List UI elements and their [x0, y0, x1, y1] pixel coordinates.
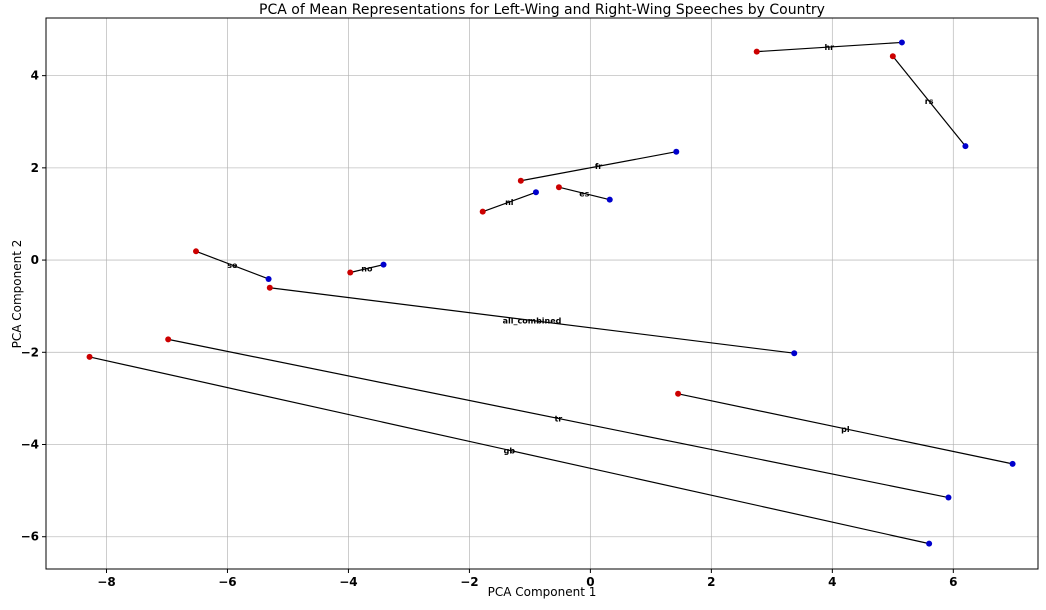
left-wing-point-rs — [889, 53, 896, 60]
y-tick-label: −2 — [21, 345, 39, 359]
ticks-layer: −8 −6 −4 −2 0 2 4 6 −6 −4 −2 0 2 4 — [21, 69, 958, 589]
y-axis-label: PCA Component 2 — [10, 240, 24, 349]
y-tick-label: −4 — [21, 438, 39, 452]
pair-label-no: no — [361, 265, 373, 274]
right-wing-point-fr — [673, 148, 680, 155]
plot-frame — [45, 17, 1039, 570]
right-wing-point-hr — [898, 39, 905, 46]
left-wing-point-se — [193, 248, 200, 255]
left-wing-point-tr — [165, 336, 172, 343]
pair-label-fr: fr — [595, 162, 602, 171]
right-wing-point-rs — [962, 143, 969, 150]
pair-label-se: se — [227, 261, 238, 270]
pair-label-rs: rs — [925, 97, 934, 106]
right-wing-point-nl — [532, 189, 539, 196]
right-wing-point-tr — [945, 494, 952, 501]
right-wing-point-es — [606, 196, 613, 203]
y-tick-label: 4 — [31, 69, 39, 83]
pair-line-fr — [520, 151, 677, 182]
grid-layer — [46, 18, 1038, 569]
left-wing-point-nl — [479, 208, 486, 215]
pair-line-rs — [892, 55, 966, 147]
x-tick-label: 2 — [707, 575, 715, 589]
x-tick-label: 6 — [949, 575, 957, 589]
left-wing-point-all_combined — [266, 284, 273, 291]
left-wing-point-gb — [86, 353, 93, 360]
pair-line-es — [558, 186, 610, 201]
pair-line-nl — [482, 191, 537, 213]
pair-label-hr: hr — [824, 43, 834, 52]
pair-label-nl: nl — [505, 198, 514, 207]
right-wing-point-no — [380, 261, 387, 268]
pair-label-tr: tr — [554, 414, 562, 423]
chart-title: PCA of Mean Representations for Left-Win… — [259, 2, 825, 18]
x-tick-label: −4 — [339, 575, 357, 589]
right-wing-point-all_combined — [791, 350, 798, 357]
pair-line-pl — [677, 393, 1013, 465]
points-layer — [86, 39, 1016, 547]
right-wing-point-se — [265, 275, 272, 282]
pair-line-tr — [168, 338, 949, 499]
y-tick-label: 2 — [31, 161, 39, 175]
x-tick-label: −6 — [218, 575, 236, 589]
pair-line-no — [350, 264, 384, 274]
pair-line-all_combined — [269, 287, 795, 354]
left-wing-point-es — [555, 184, 562, 191]
pair-label-es: es — [579, 189, 589, 198]
y-tick-label: 0 — [31, 253, 39, 267]
left-wing-point-no — [347, 269, 354, 276]
x-tick-label: −2 — [460, 575, 478, 589]
x-tick-label: 0 — [586, 575, 594, 589]
pair-label-pl: pl — [841, 425, 850, 434]
x-tick-label: 4 — [828, 575, 836, 589]
pair-lines-layer — [89, 41, 1013, 545]
pair-label-gb: gb — [504, 446, 516, 455]
right-wing-point-gb — [926, 540, 933, 547]
y-tick-label: −6 — [21, 530, 39, 544]
x-axis-label: PCA Component 1 — [488, 585, 597, 599]
pair-line-hr — [756, 41, 902, 53]
pair-line-se — [195, 250, 269, 280]
pair-line-gb — [89, 356, 930, 545]
left-wing-point-fr — [517, 177, 524, 184]
left-wing-point-pl — [675, 390, 682, 397]
x-tick-label: −8 — [97, 575, 115, 589]
pair-label-all_combined: all_combined — [503, 316, 562, 325]
right-wing-point-pl — [1009, 460, 1016, 467]
left-wing-point-hr — [753, 48, 760, 55]
